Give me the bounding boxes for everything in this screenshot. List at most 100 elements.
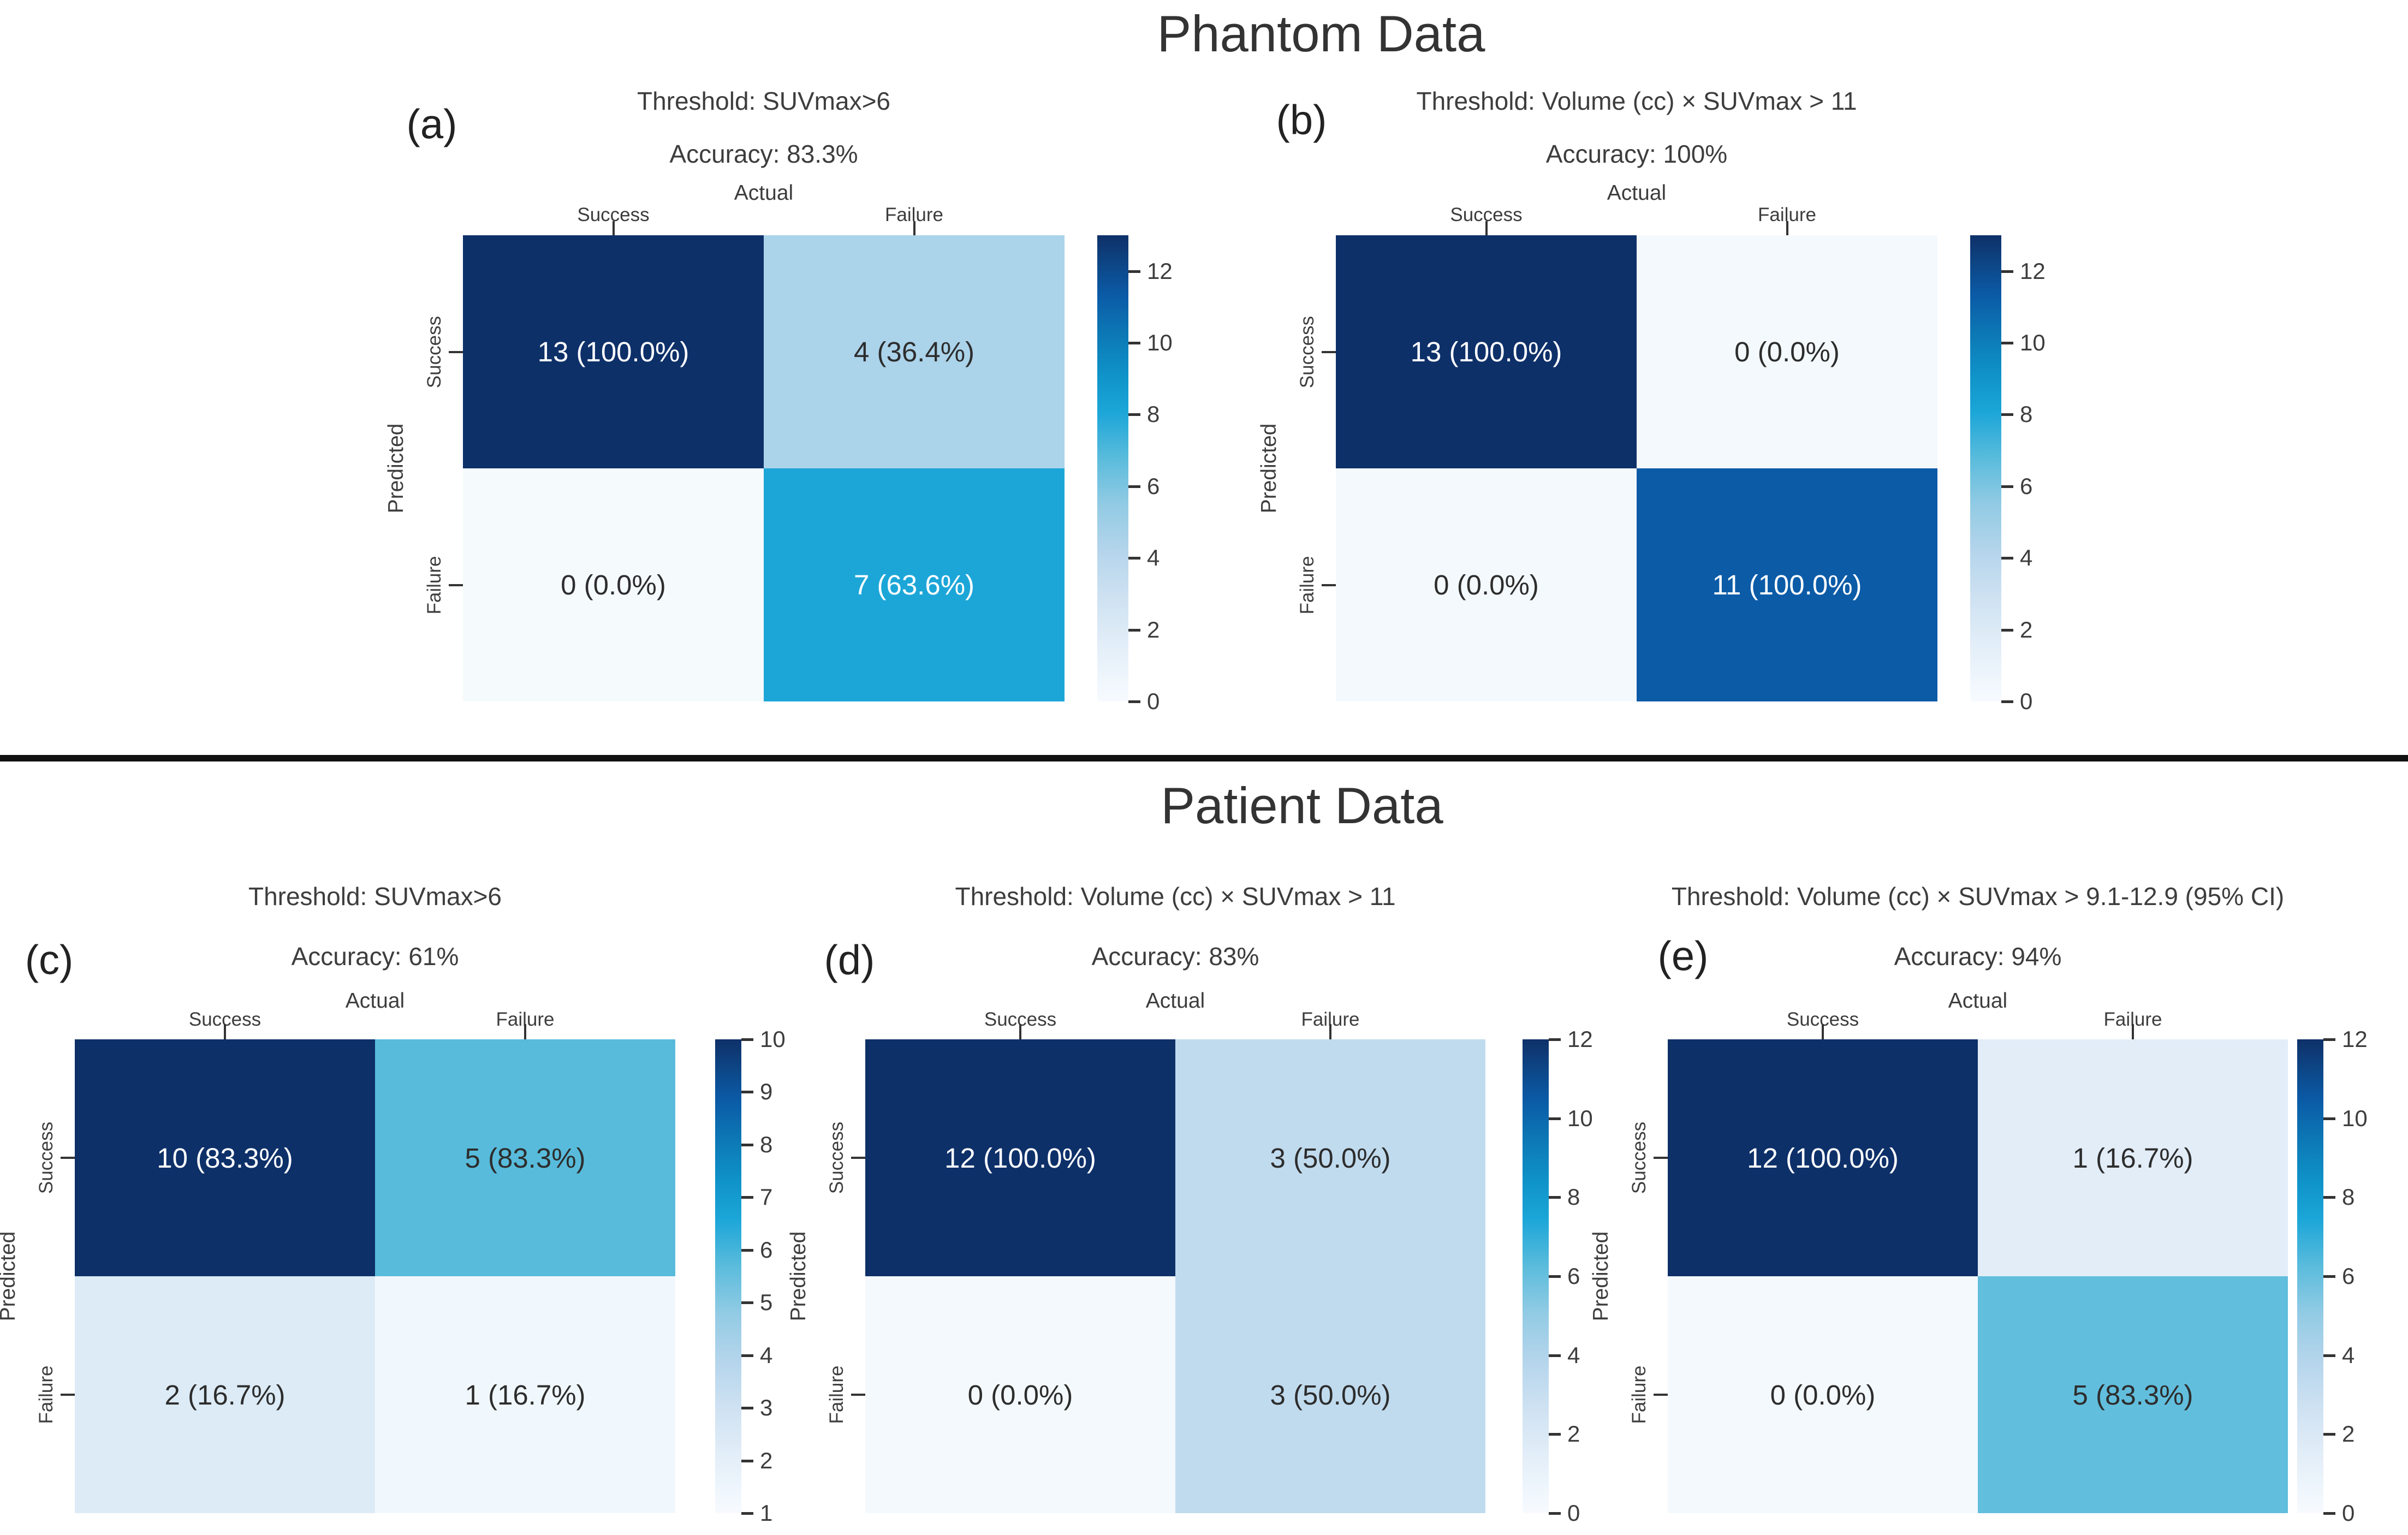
x-axis-title: Actual xyxy=(1948,989,2008,1013)
colorbar-tick-mark xyxy=(741,1301,753,1305)
column-tick-mark xyxy=(224,1024,226,1039)
colorbar-tick-mark xyxy=(1549,1433,1561,1436)
matrix-cell: 0 (0.0%) xyxy=(1668,1276,1978,1513)
colorbar-tick-mark xyxy=(2323,1354,2335,1357)
colorbar xyxy=(2297,1039,2323,1513)
colorbar-tick-mark xyxy=(1128,557,1140,560)
accuracy-label: Accuracy: 83% xyxy=(1091,942,1259,971)
matrix-cell: 0 (0.0%) xyxy=(463,468,764,701)
accuracy-label: Accuracy: 100% xyxy=(1545,140,1728,168)
matrix-cell: 3 (50.0%) xyxy=(1175,1039,1485,1276)
row-tick-mark xyxy=(449,350,463,353)
threshold-title: Threshold: SUVmax>6 xyxy=(248,882,502,911)
colorbar-tick-mark xyxy=(1128,485,1140,488)
row-label: Failure xyxy=(424,556,445,614)
colorbar-tick-label: 8 xyxy=(1147,401,1160,427)
colorbar xyxy=(1097,235,1128,701)
colorbar-tick-mark xyxy=(2001,628,2013,632)
column-tick-mark xyxy=(1485,221,1488,235)
row-label: Success xyxy=(424,316,445,388)
accuracy-label: Accuracy: 94% xyxy=(1894,942,2062,971)
matrix-cell: 0 (0.0%) xyxy=(865,1276,1175,1513)
threshold-title: Threshold: Volume (cc) × SUVmax > 11 xyxy=(955,882,1396,911)
panel-letter: (c) xyxy=(25,937,74,984)
matrix-cell: 0 (0.0%) xyxy=(1336,468,1637,701)
colorbar-tick-label: 4 xyxy=(2020,545,2033,571)
colorbar-tick-label: 4 xyxy=(2342,1342,2355,1368)
row-label: Success xyxy=(826,1121,847,1194)
section-divider xyxy=(0,755,2408,761)
colorbar-tick-label: 4 xyxy=(1567,1342,1580,1368)
colorbar-tick-label: 10 xyxy=(2020,330,2046,356)
colorbar-tick-mark xyxy=(741,1459,753,1462)
colorbar-tick-label: 6 xyxy=(1567,1263,1580,1289)
colorbar-tick-label: 8 xyxy=(760,1131,773,1157)
y-axis-title: Predicted xyxy=(384,423,408,514)
colorbar-tick-mark xyxy=(2001,270,2013,273)
colorbar-tick-mark xyxy=(2323,1512,2335,1515)
colorbar-tick-mark xyxy=(1549,1354,1561,1357)
column-tick-mark xyxy=(913,221,915,235)
colorbar-tick-label: 2 xyxy=(760,1447,773,1473)
colorbar-tick-mark xyxy=(2323,1117,2335,1120)
colorbar-tick-mark xyxy=(2001,342,2013,345)
matrix-cell: 5 (83.3%) xyxy=(375,1039,675,1276)
row-tick-mark xyxy=(1322,584,1336,586)
row-tick-mark xyxy=(1654,1394,1668,1396)
phantom-section-title: Phantom Data xyxy=(1157,5,1485,62)
matrix-cell: 1 (16.7%) xyxy=(375,1276,675,1513)
colorbar-tick-mark xyxy=(2323,1433,2335,1436)
colorbar-tick-label: 0 xyxy=(1567,1500,1580,1526)
colorbar-tick-label: 7 xyxy=(760,1184,773,1210)
row-tick-mark xyxy=(1654,1157,1668,1159)
colorbar-tick-mark xyxy=(1128,270,1140,273)
colorbar-tick-mark xyxy=(741,1248,753,1252)
colorbar-tick-label: 10 xyxy=(1567,1105,1593,1131)
row-label: Failure xyxy=(35,1365,57,1424)
colorbar-tick-mark xyxy=(1549,1117,1561,1120)
colorbar-tick-label: 6 xyxy=(2342,1263,2355,1289)
colorbar-tick-label: 2 xyxy=(2020,616,2033,642)
colorbar-tick-mark xyxy=(2001,557,2013,560)
threshold-title: Threshold: Volume (cc) × SUVmax > 11 xyxy=(1416,87,1857,115)
colorbar-tick-label: 6 xyxy=(1147,473,1160,499)
colorbar-tick-mark xyxy=(2001,700,2013,703)
colorbar-tick-mark xyxy=(2001,485,2013,488)
row-label: Failure xyxy=(1628,1365,1650,1424)
colorbar-tick-mark xyxy=(741,1512,753,1515)
row-tick-mark xyxy=(1322,350,1336,353)
colorbar-tick-label: 12 xyxy=(2020,258,2046,284)
column-tick-mark xyxy=(2132,1024,2134,1039)
colorbar-tick-label: 0 xyxy=(1147,688,1160,714)
x-axis-title: Actual xyxy=(734,181,794,205)
panel-letter: (d) xyxy=(824,937,875,984)
colorbar-tick-mark xyxy=(1549,1512,1561,1515)
matrix-cell: 5 (83.3%) xyxy=(1978,1276,2288,1513)
colorbar-tick-label: 9 xyxy=(760,1079,773,1105)
colorbar-tick-mark xyxy=(1128,628,1140,632)
colorbar-tick-label: 12 xyxy=(1147,258,1173,284)
row-tick-mark xyxy=(851,1157,865,1159)
colorbar-tick-label: 2 xyxy=(1147,616,1160,642)
colorbar-tick-label: 2 xyxy=(1567,1421,1580,1447)
panel-letter: (a) xyxy=(406,101,457,148)
matrix-cell: 2 (16.7%) xyxy=(75,1276,375,1513)
row-tick-mark xyxy=(851,1394,865,1396)
matrix-cell: 12 (100.0%) xyxy=(1668,1039,1978,1276)
column-tick-mark xyxy=(1019,1024,1021,1039)
matrix-cell: 3 (50.0%) xyxy=(1175,1276,1485,1513)
column-tick-mark xyxy=(1822,1024,1824,1039)
colorbar-tick-label: 10 xyxy=(1147,330,1173,356)
matrix-cell: 12 (100.0%) xyxy=(865,1039,1175,1276)
colorbar-tick-label: 0 xyxy=(2342,1500,2355,1526)
accuracy-label: Accuracy: 83.3% xyxy=(669,140,858,168)
colorbar xyxy=(1970,235,2001,701)
colorbar-tick-label: 1 xyxy=(760,1500,773,1526)
colorbar-tick-mark xyxy=(741,1196,753,1199)
colorbar-tick-label: 12 xyxy=(1567,1026,1593,1052)
y-axis-title: Predicted xyxy=(0,1231,20,1322)
matrix-cell: 13 (100.0%) xyxy=(463,235,764,468)
colorbar-tick-mark xyxy=(1549,1275,1561,1278)
patient-section-title: Patient Data xyxy=(1161,777,1443,834)
